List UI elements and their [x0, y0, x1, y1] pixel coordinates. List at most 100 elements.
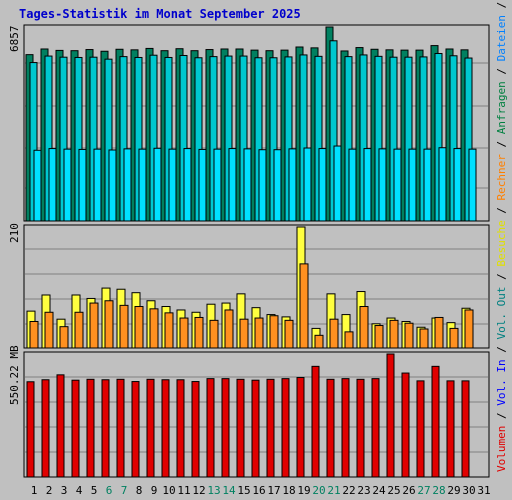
bar-seiten-day-22 — [348, 148, 357, 222]
bar-rechner-day-22 — [344, 331, 354, 349]
right-legend: Volumen / Vol. In / Vol. Out / Besuche /… — [495, 0, 508, 472]
bar-volumen-day-7 — [116, 378, 125, 478]
bar-seiten-day-20 — [318, 148, 327, 222]
bar-seiten-day-30 — [468, 148, 477, 222]
bar-seiten-day-15 — [243, 148, 252, 222]
x-label-day-15: 15 — [237, 484, 250, 497]
bar-volumen-day-20 — [311, 365, 320, 478]
x-label-day-18: 18 — [282, 484, 295, 497]
x-label-day-22: 22 — [342, 484, 355, 497]
bar-rechner-day-8 — [134, 306, 144, 349]
bar-volumen-day-3 — [56, 374, 65, 478]
bar-seiten-day-16 — [258, 149, 267, 222]
bar-seiten-day-12 — [198, 148, 207, 222]
bar-rechner-day-18 — [284, 319, 294, 349]
bar-volumen-day-19 — [296, 377, 305, 478]
x-label-day-8: 8 — [136, 484, 143, 497]
legend-separator: / — [495, 134, 508, 154]
legend-separator: / — [495, 61, 508, 81]
x-axis-labels: 1 2 3 4 5 6 7 8 9 10 11 12 13 14 15 16 17 18 19 20 21 22 23 24 2… — [31, 484, 491, 497]
x-label-day-29: 29 — [447, 484, 460, 497]
x-label-day-31: 31 — [477, 484, 490, 497]
bar-seiten-day-27 — [423, 148, 432, 222]
bar-rechner-day-24 — [374, 325, 384, 349]
bar-volumen-day-24 — [371, 378, 380, 478]
x-label-day-19: 19 — [297, 484, 310, 497]
bar-seiten-day-5 — [93, 148, 102, 222]
bar-seiten-day-29 — [453, 148, 462, 222]
bar-seiten-day-10 — [168, 148, 177, 222]
requests-max-label: 6857 — [8, 26, 21, 53]
legend-dateien: Dateien — [495, 15, 508, 61]
bar-volumen-day-5 — [86, 378, 95, 478]
bar-seiten-day-3 — [63, 148, 72, 222]
bar-seiten-day-25 — [393, 148, 402, 222]
bar-rechner-day-29 — [449, 327, 459, 349]
legend-besuche: Besuche — [495, 220, 508, 266]
legend-separator: / — [495, 267, 508, 287]
bar-rechner-day-23 — [359, 306, 369, 349]
bar-rechner-day-16 — [254, 317, 264, 349]
bar-rechner-day-19 — [299, 263, 309, 349]
x-label-day-17: 17 — [267, 484, 280, 497]
bar-rechner-day-2 — [44, 311, 54, 349]
bar-seiten-day-24 — [378, 148, 387, 222]
bar-rechner-day-14 — [224, 309, 234, 349]
bar-seiten-day-2 — [48, 148, 57, 222]
x-label-day-23: 23 — [357, 484, 370, 497]
x-label-day-12: 12 — [192, 484, 205, 497]
x-label-day-14: 14 — [222, 484, 236, 497]
bar-volumen-day-2 — [41, 379, 50, 478]
bar-seiten-day-26 — [408, 148, 417, 222]
bar-seiten-day-28 — [438, 147, 447, 222]
x-label-day-16: 16 — [252, 484, 265, 497]
bar-rechner-day-4 — [74, 311, 84, 349]
x-label-day-20: 20 — [312, 484, 325, 497]
bar-volumen-day-30 — [461, 380, 470, 478]
x-label-day-1: 1 — [31, 484, 38, 497]
bar-rechner-day-13 — [209, 319, 219, 349]
x-label-day-26: 26 — [402, 484, 415, 497]
bar-volumen-day-21 — [326, 378, 335, 478]
chart-bars — [25, 26, 477, 478]
x-label-day-7: 7 — [121, 484, 128, 497]
bar-rechner-day-25 — [389, 319, 399, 349]
bar-rechner-day-17 — [269, 315, 279, 349]
bar-seiten-day-1 — [33, 149, 42, 222]
bar-rechner-day-10 — [164, 312, 174, 349]
bar-rechner-day-26 — [404, 322, 414, 349]
bar-rechner-day-9 — [149, 308, 159, 349]
legend-separator: / — [495, 0, 508, 15]
legend-vol-out: Vol. Out — [495, 287, 508, 340]
bar-volumen-day-15 — [236, 378, 245, 478]
x-label-day-28: 28 — [432, 484, 445, 497]
x-label-day-27: 27 — [417, 484, 430, 497]
bar-seiten-day-19 — [303, 147, 312, 222]
x-label-day-10: 10 — [162, 484, 175, 497]
x-label-day-11: 11 — [177, 484, 190, 497]
bar-volumen-day-11 — [176, 379, 185, 478]
bar-seiten-day-9 — [153, 147, 162, 222]
bar-volumen-day-10 — [161, 379, 170, 478]
legend-volumen: Volumen — [495, 426, 508, 472]
bar-rechner-day-3 — [59, 326, 69, 349]
bar-rechner-day-15 — [239, 318, 249, 349]
bar-rechner-day-21 — [329, 318, 339, 349]
legend-separator: / — [495, 406, 508, 426]
legend-separator: / — [495, 200, 508, 220]
x-label-day-5: 5 — [91, 484, 98, 497]
bar-seiten-day-4 — [78, 148, 87, 222]
bar-volumen-day-16 — [251, 379, 260, 478]
bar-volumen-day-27 — [416, 380, 425, 478]
legend-anfragen: Anfragen — [495, 81, 508, 134]
bar-volumen-day-14 — [221, 378, 230, 478]
bar-seiten-day-7 — [123, 148, 132, 222]
x-label-day-4: 4 — [76, 484, 83, 497]
bar-rechner-day-7 — [119, 304, 129, 349]
legend-vol-in: Vol. In — [495, 359, 508, 405]
bar-volumen-day-8 — [131, 381, 140, 478]
bar-seiten-day-21 — [333, 145, 342, 222]
bar-volumen-day-1 — [26, 381, 35, 478]
